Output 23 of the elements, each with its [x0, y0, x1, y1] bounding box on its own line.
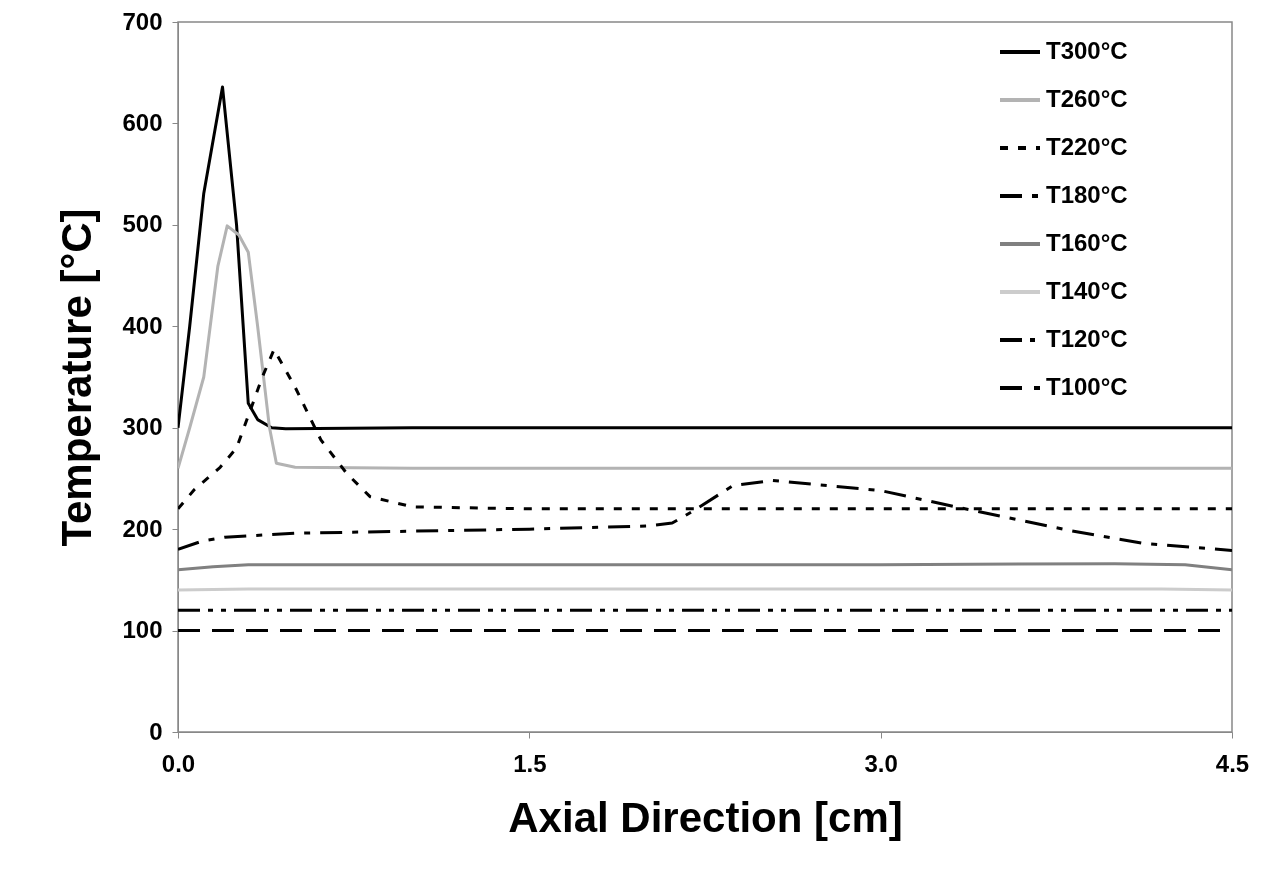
y-tick-label: 700 [122, 7, 163, 35]
x-axis-title: Axial Direction [cm] [508, 793, 903, 841]
x-tick-label: 0.0 [161, 749, 196, 777]
y-tick-label: 600 [122, 108, 163, 136]
line-series [178, 224, 1232, 470]
x-tick-label: 3.0 [864, 749, 898, 777]
legend-label: T160°C [1046, 229, 1128, 256]
x-tick-label: 1.5 [513, 749, 547, 777]
legend-label: T300°C [1046, 37, 1128, 64]
y-axis-title: Temperature [°C] [53, 208, 101, 547]
y-tick-label: 0 [149, 717, 163, 745]
legend-label: T180°C [1046, 181, 1128, 208]
y-tick-label: 300 [122, 413, 163, 441]
y-tick-label: 400 [122, 311, 163, 339]
y-tick-label: 500 [122, 210, 163, 238]
x-tick-label: 4.5 [1215, 749, 1250, 777]
y-tick-label: 100 [122, 616, 163, 644]
legend-label: T260°C [1046, 85, 1128, 112]
y-tick-label: 200 [122, 514, 163, 542]
legend-label: T140°C [1046, 277, 1128, 304]
legend-label: T100°C [1046, 373, 1128, 400]
legend-label: T120°C [1046, 325, 1128, 352]
legend-label: T220°C [1046, 133, 1128, 160]
